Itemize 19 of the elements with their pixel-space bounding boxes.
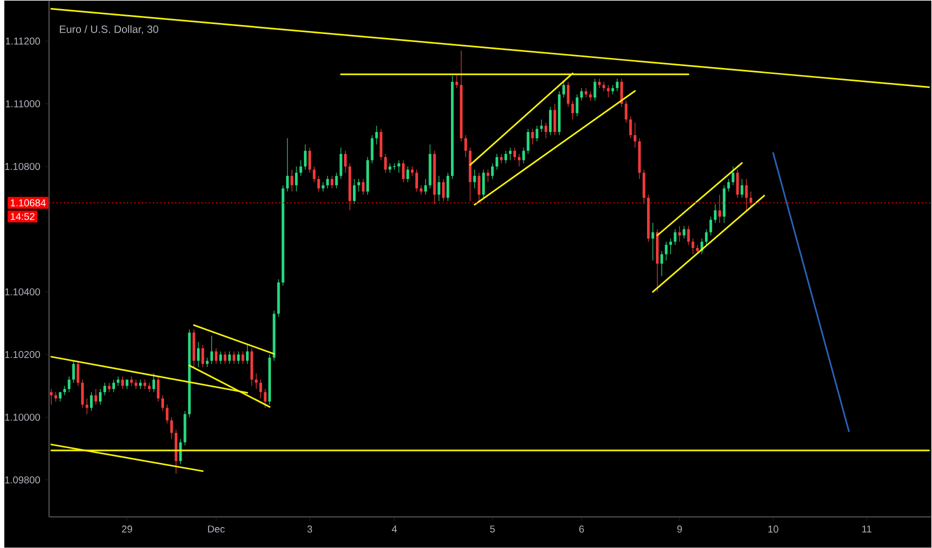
y-tick-label: 1.09800 bbox=[5, 476, 40, 484]
y-tick-label: 1.10400 bbox=[5, 288, 40, 296]
x-tick-label: 4 bbox=[392, 526, 397, 533]
y-tick-label: 1.10800 bbox=[5, 163, 40, 170]
y-tick-label: 1.10200 bbox=[5, 351, 40, 358]
x-tick-label: 6 bbox=[579, 526, 584, 533]
x-tick-label: 11 bbox=[862, 526, 872, 533]
x-tick-label: 3 bbox=[307, 526, 312, 533]
text: Euro / U.S. Dollar, 30 bbox=[60, 25, 158, 34]
ref-line-label: 1.10684 bbox=[10, 199, 46, 206]
y-tick-label: 1.10000 bbox=[5, 414, 40, 421]
x-tick-label: Dec bbox=[208, 526, 225, 533]
x-tick-label: 5 bbox=[490, 526, 495, 533]
x-tick-label: 29 bbox=[122, 526, 132, 533]
y-tick-label: 1.11000 bbox=[6, 100, 40, 108]
x-tick-label: 10 bbox=[768, 526, 778, 533]
text: 14:52 bbox=[10, 213, 34, 220]
y-tick-label: 1.11200 bbox=[6, 38, 40, 45]
x-tick-label: 9 bbox=[677, 526, 682, 533]
